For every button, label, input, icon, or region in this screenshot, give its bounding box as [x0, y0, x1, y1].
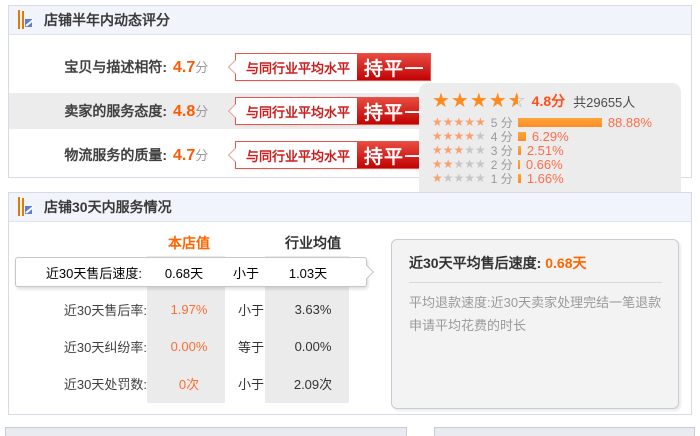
half-star-icon: ☆ ★: [507, 90, 526, 112]
level-stamp: 持平 —: [357, 142, 431, 168]
storefront-icon: [18, 10, 37, 29]
info-value: 0.68天: [545, 255, 587, 271]
dynamic-rating-panel: 店铺半年内动态评分 宝贝与描述相符: 4.7分 与同行业平均水平 持平 —: [8, 5, 692, 202]
stars-filled-icon: ★: [432, 171, 443, 185]
service-table-header: 本店值 行业均值: [15, 232, 381, 254]
rating-row-seller-service[interactable]: 卖家的服务态度: 4.8分 与同行业平均水平 持平 —: [9, 93, 433, 129]
stars-empty-icon: ★★: [464, 143, 486, 157]
level-stamp: 持平 —: [357, 98, 431, 124]
service-row-aftersale-speed[interactable]: 近30天售后速度: 0.68天 小于 1.03天: [15, 257, 367, 287]
service-30day-panel: 店铺30天内服务情况 本店值 行业均值 近30天售后速度: 0.68天 小于 1…: [8, 192, 692, 415]
rating-score: 4.8分: [173, 103, 209, 120]
industry-compare-badge: 与同行业平均水平 持平 —: [227, 53, 432, 81]
stars-filled-icon: ★★: [432, 157, 454, 171]
rating-label: 物流服务的质量:: [64, 147, 167, 163]
percent-bar: [517, 159, 520, 169]
info-title: 近30天平均售后速度: 0.68天: [409, 253, 662, 283]
rating-row-description-match[interactable]: 宝贝与描述相符: 4.7分 与同行业平均水平 持平 —: [9, 49, 433, 85]
aftersale-speed-info-box: 近30天平均售后速度: 0.68天 平均退款速度:近30天卖家处理完结一笔退款申请…: [391, 239, 679, 409]
rating-label: 卖家的服务态度:: [64, 103, 167, 119]
breakdown-row-1: ★ ★★★★ 1 分 1.66%: [432, 170, 564, 186]
percent-bar: [517, 173, 521, 183]
breakdown-row-2: ★★ ★★★ 2 分 0.66%: [432, 156, 563, 172]
rating-row-logistics[interactable]: 物流服务的质量: 4.7分 与同行业平均水平 持平 —: [9, 137, 433, 173]
stars-filled-icon: ★★★★: [432, 129, 476, 143]
service-row-penalty-count[interactable]: 近30天处罚数: 0次 小于 2.09次: [63, 377, 333, 392]
service-row-dispute-rate[interactable]: 近30天纠纷率: 0.00% 等于 0.00%: [63, 339, 332, 355]
level-stamp: 持平 —: [357, 54, 431, 80]
percent-bar: [517, 131, 526, 141]
percent-bar: [517, 145, 521, 155]
rating-score: 4.7分: [173, 59, 209, 76]
stars-empty-icon: ★★★: [453, 157, 486, 171]
stars-filled-icon: ★★★: [432, 143, 465, 157]
rating-label: 宝贝与描述相符:: [64, 59, 167, 75]
industry-compare-badge: 与同行业平均水平 持平 —: [227, 97, 432, 125]
next-panel-edge-left: [5, 427, 407, 436]
star-summary-box: ★★★★ ☆ ★ 4.8分 共29655人 ★★★★★ 5 分 88.88% ★…: [419, 83, 681, 202]
panel2-title: 店铺30天内服务情况: [44, 199, 172, 215]
service-table: 本店值 行业均值 近30天售后速度: 0.68天 小于 1.03天 近30天售后…: [9, 232, 381, 409]
stars-empty-icon: ★★★★: [442, 171, 486, 185]
service-row-aftersale-rate[interactable]: 近30天售后率: 1.97% 小于 3.63%: [63, 302, 332, 318]
breakdown-row-4: ★★★★ ★ 4 分 6.29%: [432, 128, 569, 144]
rater-count: 共29655人: [573, 94, 636, 110]
info-description: 平均退款速度:近30天卖家处理完结一笔退款申请平均花费的时长: [409, 295, 662, 333]
col-industry-header: 行业均值: [285, 235, 341, 251]
breakdown-row-5: ★★★★★ 5 分 88.88%: [432, 114, 652, 130]
big-stars-icon: ★★★★: [432, 90, 508, 112]
breakdown-row-3: ★★★ ★★ 3 分 2.51%: [432, 142, 564, 158]
stars-filled-icon: ★★★★★: [432, 115, 486, 129]
panel1-header: 店铺半年内动态评分: [9, 6, 691, 35]
rating-score: 4.7分: [173, 147, 209, 164]
panel2-header: 店铺30天内服务情况: [9, 193, 691, 222]
percent-bar: [517, 117, 602, 127]
col-store-header: 本店值: [168, 235, 210, 251]
average-score: 4.8分: [531, 93, 566, 109]
stars-empty-icon: ★: [475, 129, 486, 143]
panel1-title: 店铺半年内动态评分: [44, 12, 170, 28]
next-panel-edge-right: [434, 427, 695, 436]
industry-compare-badge: 与同行业平均水平 持平 —: [227, 141, 432, 169]
storefront-icon: [18, 197, 37, 216]
